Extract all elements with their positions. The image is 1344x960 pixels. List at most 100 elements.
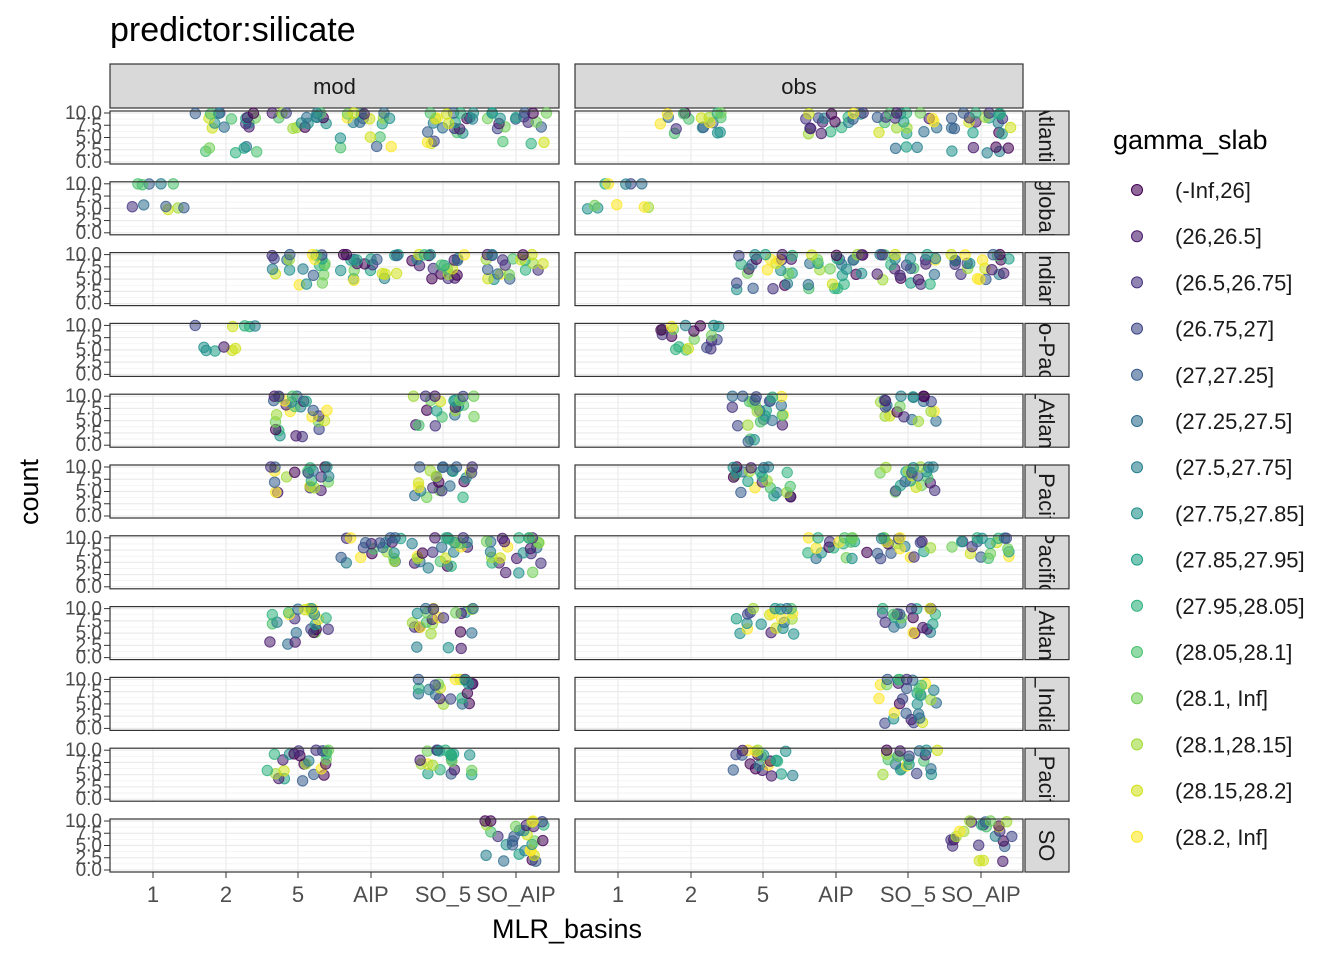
data-point: [742, 435, 754, 448]
data-point: [921, 248, 933, 261]
data-point: [371, 253, 383, 266]
data-point: [311, 107, 323, 119]
data-point: [737, 390, 749, 402]
data-point: [887, 608, 900, 621]
legend-label: (27.5,27.75]: [1175, 455, 1292, 480]
data-point: [358, 108, 370, 120]
data-point: [203, 142, 216, 154]
row-strip-label: Atlantic: [1034, 101, 1059, 173]
y-tick-label: 7.5: [76, 186, 102, 207]
facet-panel: [574, 248, 1024, 307]
data-point: [654, 118, 666, 130]
data-point: [900, 707, 912, 719]
data-point: [218, 341, 230, 353]
data-point: [815, 127, 827, 140]
facet-panel: [574, 673, 1024, 732]
data-point: [378, 107, 390, 119]
data-point: [270, 486, 282, 498]
facet-panel: [574, 744, 1024, 802]
x-tick-label: SO_5: [415, 882, 471, 907]
legend-label: (-Inf,26]: [1175, 178, 1251, 203]
data-point: [925, 694, 937, 706]
data-point: [466, 764, 478, 777]
data-point: [496, 532, 509, 545]
data-point: [830, 249, 843, 262]
data-point: [523, 532, 535, 544]
y-tick-label: 5.0: [76, 552, 102, 573]
panel-border: [574, 393, 1024, 448]
data-point: [301, 111, 313, 124]
data-point: [767, 283, 779, 295]
data-point: [826, 278, 839, 290]
data-point: [957, 107, 970, 119]
data-point: [450, 461, 463, 473]
legend-label: (28.2, Inf]: [1175, 825, 1268, 850]
data-point: [321, 461, 333, 473]
data-point: [727, 461, 739, 474]
data-point: [268, 748, 281, 760]
data-point: [482, 263, 494, 276]
data-point: [976, 254, 989, 266]
y-tick-label: 5.0: [76, 765, 102, 786]
data-point: [283, 264, 296, 276]
data-point: [927, 112, 939, 125]
data-point: [189, 107, 202, 120]
data-point: [912, 708, 925, 720]
data-point: [735, 486, 747, 499]
data-point: [973, 855, 985, 867]
data-point: [694, 320, 706, 332]
column-strip-label: mod: [313, 74, 356, 99]
data-point: [924, 542, 937, 554]
y-tick-label: 0.0: [76, 648, 102, 669]
data-point: [964, 815, 976, 827]
data-point: [1000, 532, 1012, 544]
panel-border: [574, 535, 1024, 590]
data-point: [880, 461, 892, 474]
data-point: [759, 248, 772, 261]
data-point: [334, 132, 347, 144]
data-point: [974, 273, 986, 285]
data-point: [414, 461, 426, 473]
data-point: [824, 263, 836, 275]
data-point: [661, 108, 674, 120]
data-point: [905, 603, 918, 615]
legend-key: [1131, 415, 1143, 427]
row-strip-label: global: [1034, 179, 1059, 238]
data-point: [925, 763, 937, 775]
row-strip-label: N_Pacific: [1034, 445, 1059, 538]
row-strip: [1024, 322, 1070, 377]
y-tick-label: 2.5: [76, 565, 102, 586]
data-point: [900, 107, 913, 119]
data-point: [484, 546, 497, 558]
data-point: [967, 141, 980, 154]
facet-panel: [109, 107, 560, 165]
y-tick-label: 0.0: [76, 364, 102, 385]
y-tick-label: 10.0: [65, 599, 102, 620]
data-point: [351, 254, 363, 266]
y-tick-label: 5.0: [76, 623, 102, 644]
data-point: [427, 603, 440, 615]
y-tick-label: 2.5: [76, 281, 102, 302]
data-point: [776, 419, 789, 431]
data-point: [513, 532, 525, 544]
y-tick-label: 10.0: [65, 528, 102, 549]
data-point: [525, 137, 537, 150]
data-point: [881, 744, 893, 756]
data-point: [454, 626, 467, 638]
data-point: [877, 768, 889, 781]
data-point: [500, 566, 512, 579]
data-point: [388, 547, 400, 559]
y-tick-label: 2.5: [76, 352, 102, 373]
data-point: [376, 267, 389, 280]
data-point: [715, 107, 727, 119]
data-point: [468, 410, 480, 423]
row-strip: [1024, 393, 1070, 448]
data-point: [847, 107, 860, 120]
data-point: [345, 532, 357, 544]
data-point: [436, 541, 448, 553]
data-point: [732, 420, 744, 432]
data-point: [437, 612, 450, 624]
facet-panel: [109, 461, 560, 519]
data-point: [249, 320, 261, 332]
data-point: [927, 461, 939, 473]
